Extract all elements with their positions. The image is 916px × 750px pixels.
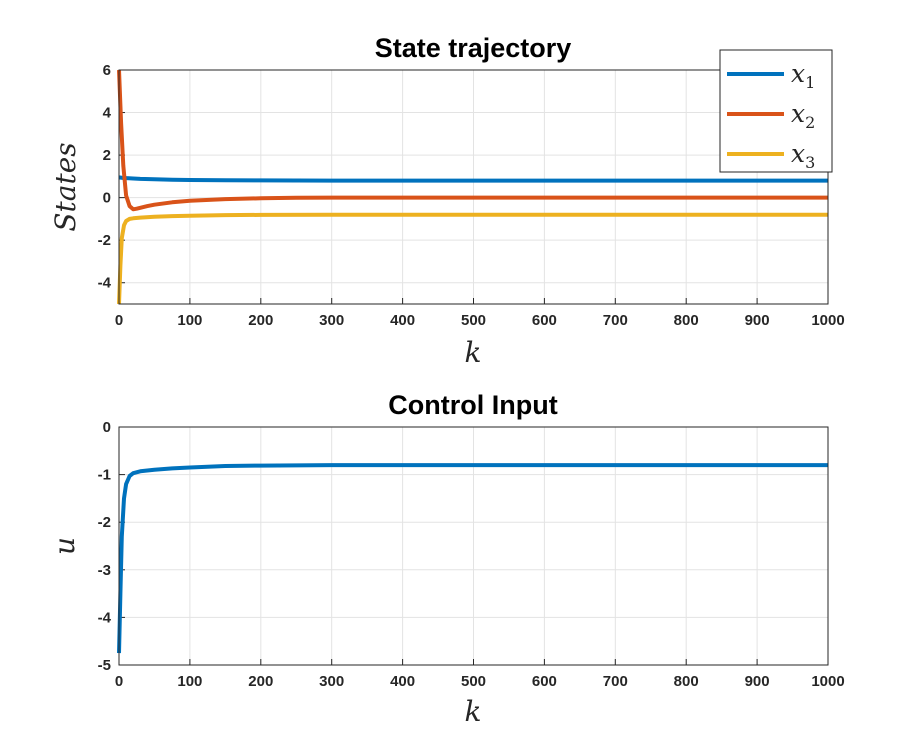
legend: x1 x2 x3 [719,49,833,173]
y-tick-labels: -5 -4 -3 -2 -1 0 [98,419,112,674]
x-axis-label: k [465,695,482,728]
y-tick-label: 6 [103,62,111,79]
x-tick-label: 800 [674,673,699,690]
series-lines [117,69,828,305]
x-tick-label: 400 [390,312,415,329]
series-line-2 [117,69,828,212]
y-tick-label: -1 [98,467,111,484]
control-input-chart: Control Input 0 100 200 300 400 500 600 700 800 9… [48,390,845,728]
series-line-1 [117,463,828,654]
y-tick-label: 4 [103,105,112,122]
y-tick-label: -3 [98,562,111,579]
series-line-1 [118,175,828,183]
state-trajectory-chart: State trajectory 0 100 200 300 400 500 600 700 8… [49,33,845,369]
y-axis-label: u [48,537,81,555]
series-lines [117,463,828,654]
x-tick-label: 300 [319,673,344,690]
x-tick-label: 800 [674,312,699,329]
plot-frame [118,69,829,305]
series-line-3 [117,212,828,305]
x-tick-label: 600 [532,673,557,690]
x-tick-label: 900 [745,312,770,329]
x-tick-label: 700 [603,673,628,690]
legend-entry: x1 [791,59,815,92]
x-tick-label: 0 [115,673,123,690]
chart-title: Control Input [388,390,557,420]
x-tick-label: 500 [461,312,486,329]
y-tick-label: 0 [103,190,111,207]
x-tick-labels: 0 100 200 300 400 500 600 700 800 900 1000 [115,312,845,329]
x-tick-label: 1000 [811,312,844,329]
y-tick-label: -4 [98,275,112,292]
y-tick-label: -2 [98,514,111,531]
legend-entry: x3 [791,139,815,172]
x-tick-label: 600 [532,312,557,329]
y-tick-labels: -4 -2 0 2 4 6 [98,62,112,292]
x-tick-label: 100 [177,673,202,690]
x-tick-label: 900 [745,673,770,690]
y-tick-label: 2 [103,147,111,164]
legend-box [719,49,833,173]
y-tick-label: -2 [98,232,111,249]
grid [118,426,829,666]
chart-title: State trajectory [375,33,572,63]
x-tick-label: 700 [603,312,628,329]
x-tick-label: 200 [248,673,273,690]
plot-frame [118,426,829,666]
x-tick-label: 100 [177,312,202,329]
x-tick-label: 500 [461,673,486,690]
x-tick-label: 0 [115,312,123,329]
x-tick-labels: 0 100 200 300 400 500 600 700 800 900 1000 [115,673,845,690]
y-tick-label: -4 [98,609,112,626]
y-tick-label: -5 [98,657,111,674]
legend-entry: x2 [791,99,815,132]
x-axis-label: k [465,336,482,369]
x-tick-label: 200 [248,312,273,329]
x-tick-label: 400 [390,673,415,690]
x-tick-label: 1000 [811,673,844,690]
y-axis-label: States [49,142,82,231]
y-tick-label: 0 [103,419,111,436]
x-tick-label: 300 [319,312,344,329]
